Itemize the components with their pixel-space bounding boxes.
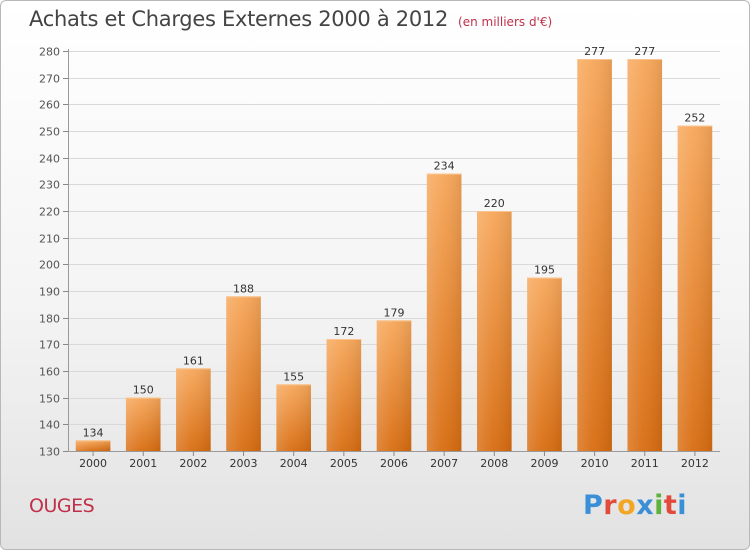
bars bbox=[75, 59, 713, 452]
x-axis: 2000 2001 2002 2003 2004 2005 2006 2007 2008 2009… bbox=[79, 451, 709, 470]
data-label: 252 bbox=[684, 112, 705, 125]
y-tick-label: 180 bbox=[39, 313, 60, 326]
bar-shine bbox=[326, 339, 362, 451]
bar-shine bbox=[75, 440, 111, 451]
x-tick-label: 2009 bbox=[530, 457, 558, 470]
bar-shine bbox=[627, 59, 663, 451]
bar-shine bbox=[376, 320, 412, 451]
logo-letter: x bbox=[636, 490, 655, 521]
data-label: 150 bbox=[133, 384, 154, 397]
x-tick-label: 2001 bbox=[129, 457, 157, 470]
bar-shine bbox=[527, 277, 562, 451]
y-tick-label: 240 bbox=[39, 153, 60, 166]
x-tick-label: 2008 bbox=[480, 457, 508, 470]
bar-shine bbox=[677, 125, 713, 452]
y-tick-label: 170 bbox=[39, 339, 60, 352]
data-labels: 134 150 161 188 155 172 179 234 220 195 277 277 252 bbox=[83, 45, 706, 439]
x-tick-label: 2000 bbox=[79, 457, 107, 470]
data-label: 179 bbox=[384, 306, 405, 319]
data-label: 277 bbox=[584, 45, 605, 58]
y-axis: 130 140 150 160 170 180 190 200 210 220 230 240 250 2… bbox=[39, 46, 720, 459]
proxiti-logo: Proxiti bbox=[583, 490, 687, 521]
y-tick-label: 260 bbox=[39, 99, 60, 112]
x-tick-label: 2004 bbox=[280, 457, 308, 470]
data-label: 155 bbox=[283, 370, 304, 383]
y-tick-label: 140 bbox=[39, 419, 60, 432]
data-label: 172 bbox=[333, 325, 354, 338]
y-tick-label: 230 bbox=[39, 179, 60, 192]
bar-shine bbox=[577, 59, 612, 451]
y-tick-label: 210 bbox=[39, 233, 60, 246]
logo-letter: P bbox=[583, 490, 604, 521]
x-tick-label: 2005 bbox=[330, 457, 358, 470]
chart-subtitle: (en milliers d'€) bbox=[458, 15, 553, 29]
chart-title-text: Achats et Charges Externes 2000 à 2012 bbox=[29, 7, 449, 31]
data-label: 220 bbox=[484, 197, 505, 210]
commune-name: OUGES bbox=[29, 495, 95, 517]
x-tick-label: 2002 bbox=[179, 457, 207, 470]
data-label: 195 bbox=[534, 264, 555, 277]
data-label: 234 bbox=[434, 160, 455, 173]
bar-shine bbox=[477, 211, 512, 451]
logo-letter: r bbox=[603, 490, 618, 521]
logo-letter: i bbox=[654, 490, 664, 521]
logo-letter: t bbox=[663, 490, 678, 521]
data-label: 188 bbox=[233, 282, 254, 295]
y-tick-label: 250 bbox=[39, 126, 60, 139]
x-tick-label: 2012 bbox=[681, 457, 709, 470]
y-tick-label: 160 bbox=[39, 366, 60, 379]
y-tick-label: 270 bbox=[39, 73, 60, 86]
x-tick-label: 2011 bbox=[631, 457, 659, 470]
chart-title: Achats et Charges Externes 2000 à 2012 (e… bbox=[29, 7, 552, 31]
data-label: 134 bbox=[83, 426, 104, 439]
x-tick-label: 2003 bbox=[230, 457, 258, 470]
bar-shine bbox=[426, 173, 462, 451]
bar-shine bbox=[276, 384, 311, 451]
y-tick-label: 130 bbox=[39, 446, 60, 459]
bar-shine bbox=[125, 397, 161, 451]
bar-shine bbox=[176, 368, 211, 451]
data-label: 277 bbox=[634, 45, 655, 58]
logo-letter: o bbox=[617, 490, 637, 521]
x-tick-label: 2007 bbox=[430, 457, 458, 470]
y-tick-label: 220 bbox=[39, 206, 60, 219]
y-tick-label: 150 bbox=[39, 393, 60, 406]
x-tick-label: 2010 bbox=[581, 457, 609, 470]
y-tick-label: 200 bbox=[39, 259, 60, 272]
data-label: 161 bbox=[183, 354, 204, 367]
bar-shine bbox=[226, 296, 261, 451]
y-tick-label: 190 bbox=[39, 286, 60, 299]
x-tick-label: 2006 bbox=[380, 457, 408, 470]
logo-letter: i bbox=[677, 490, 688, 521]
y-tick-label: 280 bbox=[39, 46, 60, 59]
